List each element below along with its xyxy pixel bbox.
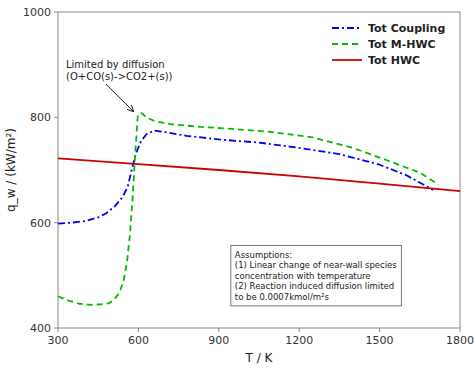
chart: 300 600 900 1200 1500 1800 400 600 800 1000 T / K q… <box>0 0 474 370</box>
assumptions-box <box>231 245 401 306</box>
assumptions-line: (1) Linear change of near-wall species <box>235 260 397 270</box>
y-tick-label: 800 <box>30 111 51 124</box>
annotation-arrow <box>106 84 133 111</box>
y-tick-label: 400 <box>30 322 51 335</box>
x-tick <box>299 328 300 332</box>
x-tick-label: 1500 <box>366 334 394 347</box>
x-tick <box>58 328 59 332</box>
y-tick <box>54 117 58 118</box>
legend: Tot Coupling Tot M-HWC Tot HWC <box>332 22 445 67</box>
y-axis-label: q_w / (kW/m²) <box>4 128 18 212</box>
x-axis-label: T / K <box>245 351 274 365</box>
plot-frame <box>58 12 460 328</box>
x-tick-label: 600 <box>128 334 149 347</box>
x-tick <box>460 328 461 332</box>
x-tick-label: 1800 <box>446 334 474 347</box>
legend-label: Tot M-HWC <box>368 38 436 51</box>
annotation-line: Limited by diffusion <box>66 59 165 70</box>
legend-label: Tot HWC <box>368 54 420 67</box>
legend-label: Tot Coupling <box>368 22 445 35</box>
x-tick-label: 300 <box>48 334 69 347</box>
y-tick-label: 600 <box>30 217 51 230</box>
y-tick <box>54 222 58 223</box>
y-tick-label: 1000 <box>23 6 51 19</box>
x-tick <box>218 328 219 332</box>
annotation-text: Limited by diffusion(O+CO(s)->CO2+(s)) <box>66 59 173 82</box>
y-tick <box>54 12 58 13</box>
series-line <box>58 131 433 224</box>
legend-swatch <box>332 59 362 61</box>
legend-swatch <box>332 43 362 45</box>
assumptions-text: Assumptions:(1) Linear change of near-wa… <box>235 250 397 302</box>
x-tick-label: 900 <box>208 334 229 347</box>
x-tick <box>379 328 380 332</box>
legend-swatch <box>332 27 362 29</box>
assumptions-line: to be 0.0007kmol/m²s <box>235 292 330 302</box>
assumptions-line: (2) Reaction induced diffusion limited <box>235 281 394 291</box>
y-tick <box>54 328 58 329</box>
series-line <box>58 158 460 191</box>
x-tick-label: 1200 <box>285 334 313 347</box>
annotation-line: (O+CO(s)->CO2+(s)) <box>66 71 173 82</box>
x-tick <box>138 328 139 332</box>
assumptions-line: concentration with temperature <box>235 271 371 281</box>
assumptions-line: Assumptions: <box>235 250 292 260</box>
